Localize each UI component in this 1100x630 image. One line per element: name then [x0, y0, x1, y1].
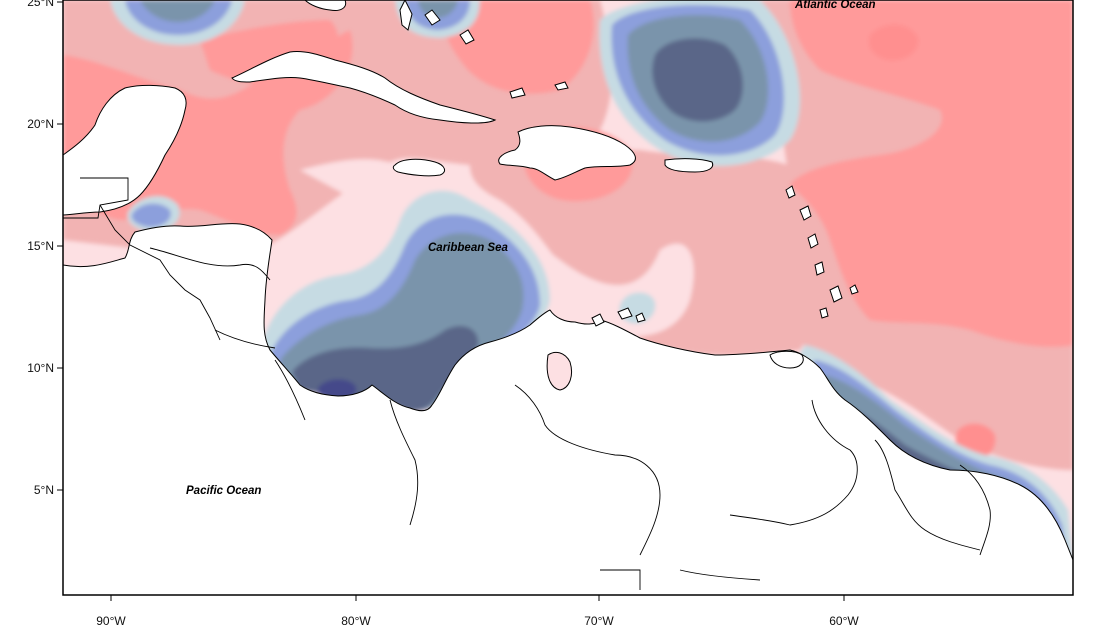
lon-label-70: 70°W: [584, 614, 614, 628]
label-pacific-ocean: Pacific Ocean: [186, 485, 261, 497]
lat-label-5: 5°N: [34, 483, 54, 497]
field-moderate-positive-central: [470, 150, 815, 356]
land-jamaica: [392, 158, 446, 177]
lat-label-20: 20°N: [27, 117, 54, 131]
border-brazil-north: [600, 569, 761, 590]
national-borders: [63, 177, 991, 590]
land-abc-islands-1: [591, 313, 605, 327]
lon-label-90: 90°W: [96, 614, 126, 628]
land-yucatan: [63, 84, 187, 216]
land-puerto-rico: [664, 158, 714, 173]
border-mexico-guatemala: [63, 177, 129, 219]
border-panama-colombia: [389, 399, 419, 526]
land-antilles-7: [849, 284, 859, 295]
land-bahamas-4: [509, 87, 526, 99]
land-abc-islands-3: [635, 312, 646, 323]
land-antilles-5: [829, 285, 843, 303]
land-cuba: [231, 51, 497, 124]
border-venezuela-guyana: [729, 399, 858, 526]
land-abc-islands-2: [617, 307, 633, 320]
land-hispaniola: [498, 125, 636, 181]
border-colombia-venezuela: [514, 384, 661, 556]
map-frame: [62, 0, 1074, 596]
land-trinidad: [769, 350, 804, 369]
land-antilles-1: [785, 185, 796, 199]
land-bahamas-1: [399, 0, 413, 31]
lat-label-10: 10°N: [27, 361, 54, 375]
field-very-strong-negative-atlantic-north: [652, 38, 743, 122]
field-strong-positive-atlantic: [790, 0, 1073, 347]
land-masses: [63, 0, 1073, 595]
lake-maracaibo: [546, 351, 573, 391]
land-antilles-2: [799, 205, 812, 221]
border-costa-rica-panama: [274, 359, 306, 421]
field-strong-negative-gulf-north: [140, 0, 215, 22]
anomaly-field: [63, 0, 1073, 595]
lat-label-25: 25°N: [27, 0, 54, 9]
lon-label-80: 80°W: [341, 614, 371, 628]
land-bahamas-5: [554, 81, 569, 91]
label-atlantic-ocean: Atlantic Ocean: [794, 0, 876, 11]
border-nicaragua-costa-rica: [214, 329, 276, 349]
land-bahamas-3: [459, 29, 475, 45]
land-central-south-america: [63, 223, 1073, 595]
field-strong-positive-caribbean-north: [440, 0, 594, 94]
border-guatemala-honduras: [99, 204, 221, 341]
field-very-strong-positive-atlantic-spot: [868, 24, 919, 61]
border-guyana-suriname: [874, 439, 981, 551]
latitude-axis: 25°N 20°N 15°N 10°N 5°N: [27, 0, 63, 497]
border-honduras-nicaragua: [149, 247, 271, 281]
border-suriname-french-guiana: [959, 464, 991, 556]
land-antilles-3: [807, 233, 819, 249]
land-antilles-4: [814, 261, 825, 276]
land-antilles-6: [819, 307, 829, 319]
longitude-axis: 90°W 80°W 70°W 60°W: [96, 595, 859, 628]
label-caribbean-sea: Caribbean Sea: [428, 242, 508, 254]
land-bahamas-2: [424, 9, 441, 26]
land-florida: [304, 0, 347, 11]
lat-label-15: 15°N: [27, 239, 54, 253]
field-moderate-negative-honduras-gulf: [131, 203, 171, 228]
lon-label-60: 60°W: [829, 614, 859, 628]
